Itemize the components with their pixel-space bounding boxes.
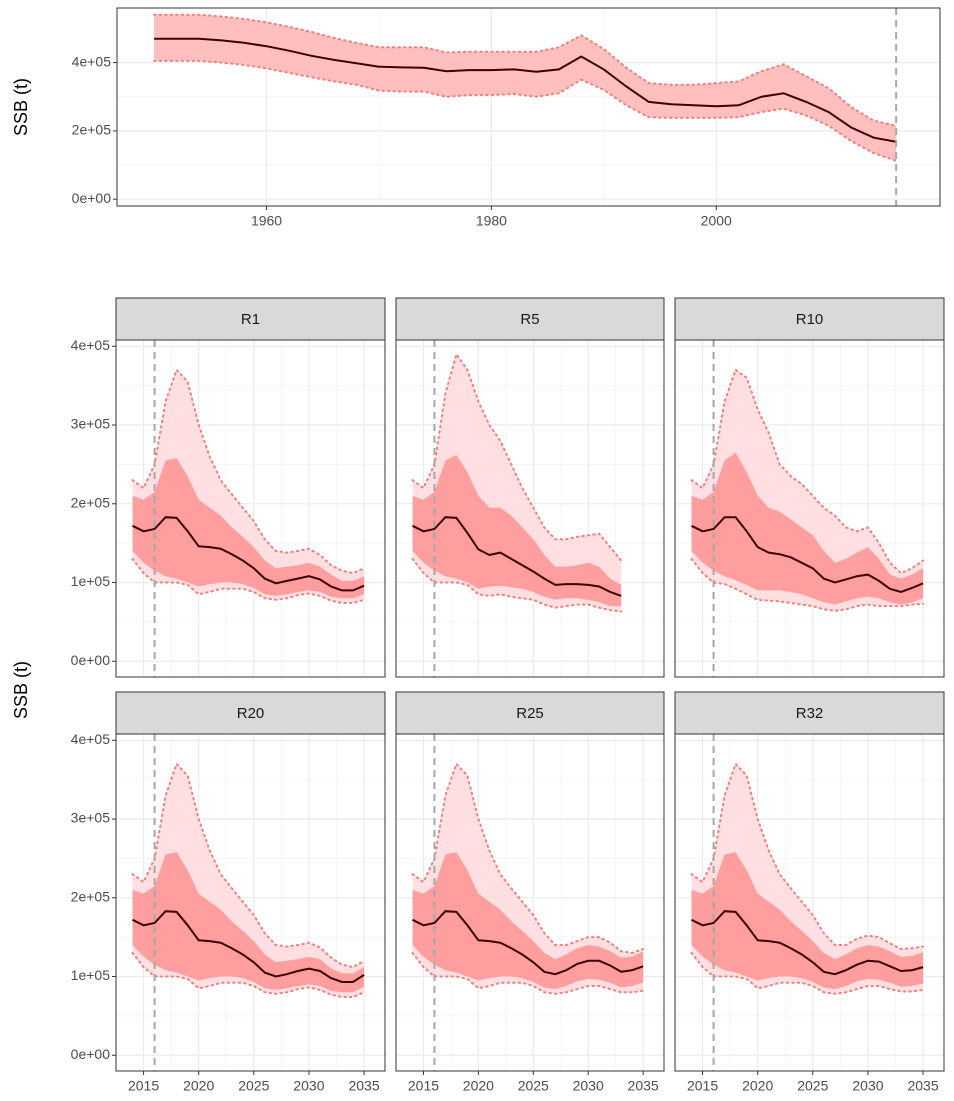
panel-border: [115, 339, 386, 678]
x-tick-label: 2030: [573, 1078, 604, 1094]
x-tick-label: 2020: [742, 1078, 773, 1094]
strip-label: R25: [516, 705, 544, 722]
y-axis-title: SSB (t): [11, 661, 31, 719]
strip-label: R5: [520, 311, 539, 328]
x-tick-label: 2020: [463, 1078, 494, 1094]
panel-border: [115, 733, 386, 1072]
y-tick-label: 4e+05: [71, 731, 111, 747]
median-line: [412, 910, 644, 976]
strip-label: R32: [796, 705, 824, 722]
interval-line: [153, 13, 898, 127]
band: [691, 852, 924, 990]
median-line: [691, 516, 924, 594]
x-tick-label: 2035: [628, 1078, 659, 1094]
y-axis-title: SSB (t): [11, 78, 31, 136]
y-tick-label: 4e+05: [72, 53, 112, 69]
x-tick-label: 1960: [251, 213, 282, 229]
median-line: [691, 910, 924, 976]
strip: [115, 691, 386, 735]
y-tick-label: 2e+05: [71, 494, 111, 510]
x-tick-label: 2025: [797, 1078, 828, 1094]
strip: [115, 297, 386, 341]
x-tick-label: 2015: [408, 1078, 439, 1094]
interval-line: [153, 59, 898, 162]
strip-label: R20: [237, 705, 265, 722]
interval-line: [131, 951, 366, 998]
strip: [674, 691, 945, 735]
x-tick-label: 2030: [293, 1078, 324, 1094]
y-tick-label: 2e+05: [71, 888, 111, 904]
x-tick-label: 1980: [476, 213, 507, 229]
median-line: [154, 37, 897, 143]
strip-label: R10: [796, 311, 824, 328]
x-tick-label: 2025: [518, 1078, 549, 1094]
strip: [395, 691, 665, 735]
band: [132, 852, 365, 993]
y-tick-label: 0e+00: [71, 1046, 111, 1062]
band: [412, 852, 644, 990]
x-tick-label: 2015: [687, 1078, 718, 1094]
band: [691, 452, 924, 605]
panel-border: [674, 339, 945, 678]
band: [132, 458, 365, 599]
interval-line: [690, 951, 925, 995]
y-tick-label: 3e+05: [71, 416, 111, 432]
x-tick-label: 2000: [701, 213, 732, 229]
y-tick-label: 2e+05: [72, 122, 112, 138]
interval-line: [690, 368, 925, 575]
y-tick-label: 0e+00: [71, 652, 111, 668]
x-tick-label: 2035: [907, 1078, 938, 1094]
interval-line: [131, 368, 366, 575]
interval-line: [131, 762, 366, 969]
interval-line: [690, 762, 925, 951]
strip: [395, 297, 665, 341]
x-tick-label: 2020: [183, 1078, 214, 1094]
median-line: [412, 516, 622, 597]
strip-label: R1: [241, 311, 260, 328]
band: [154, 14, 897, 161]
y-tick-label: 3e+05: [71, 810, 111, 826]
interval-line: [690, 557, 925, 612]
x-tick-label: 2030: [852, 1078, 883, 1094]
median-line: [132, 910, 365, 983]
interval-line: [131, 557, 366, 604]
x-tick-label: 2025: [238, 1078, 269, 1094]
interval-line: [411, 951, 645, 995]
y-tick-label: 4e+05: [71, 337, 111, 353]
median-line: [132, 516, 365, 592]
y-tick-label: 1e+05: [71, 573, 111, 589]
panel-border: [116, 7, 941, 207]
interval-line: [411, 762, 645, 954]
band: [412, 455, 622, 607]
x-tick-label: 2015: [128, 1078, 159, 1094]
interval-line: [411, 557, 623, 613]
panel-border: [395, 733, 665, 1072]
x-tick-label: 2035: [348, 1078, 379, 1094]
y-tick-label: 0e+00: [72, 190, 112, 206]
y-tick-label: 1e+05: [71, 967, 111, 983]
panel-border: [395, 339, 665, 678]
panel-border: [674, 733, 945, 1072]
